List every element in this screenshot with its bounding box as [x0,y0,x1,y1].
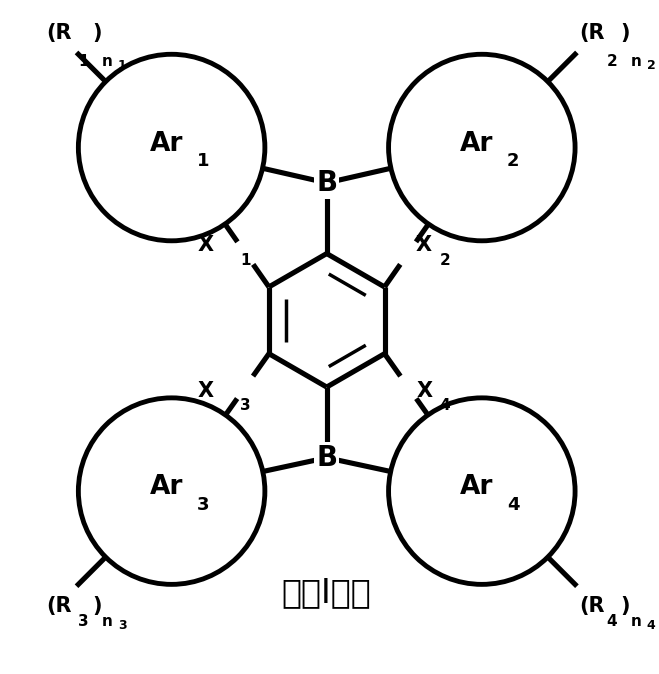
Text: 3: 3 [197,496,210,514]
Text: 2: 2 [646,59,655,72]
Text: X: X [416,235,432,255]
Text: ): ) [620,23,629,42]
Text: n: n [631,55,642,69]
Text: Ar: Ar [150,474,183,500]
Text: (R: (R [579,23,604,42]
Circle shape [389,55,575,241]
Text: n: n [631,614,642,629]
Text: 3: 3 [78,614,89,629]
Text: ): ) [620,596,629,616]
Text: Ar: Ar [150,131,183,156]
Text: 2: 2 [606,55,617,69]
Text: ): ) [92,596,101,616]
Text: 4: 4 [646,619,655,632]
Text: B: B [316,169,337,197]
Text: 1: 1 [78,55,89,69]
Text: 3: 3 [240,398,251,412]
Circle shape [78,55,265,241]
Circle shape [78,398,265,584]
Text: 2: 2 [507,152,519,171]
Text: 2: 2 [440,253,450,268]
Text: (R: (R [46,596,72,616]
Circle shape [389,398,575,584]
Text: Ar: Ar [460,131,494,156]
Text: 3: 3 [118,619,127,632]
Text: Ar: Ar [460,474,494,500]
Text: 4: 4 [606,614,617,629]
Text: 式（I）；: 式（I）； [282,576,372,609]
Text: 1: 1 [197,152,210,171]
Text: 4: 4 [440,398,450,412]
Text: X: X [198,381,214,401]
Text: 1: 1 [118,59,127,72]
Text: X: X [416,381,432,401]
Text: (R: (R [579,596,604,616]
Text: 4: 4 [507,496,519,514]
Text: X: X [198,235,214,255]
Text: n: n [102,614,113,629]
Text: n: n [102,55,113,69]
Text: (R: (R [46,23,72,42]
Text: B: B [316,443,337,472]
Text: ): ) [92,23,101,42]
Text: 1: 1 [241,253,251,268]
